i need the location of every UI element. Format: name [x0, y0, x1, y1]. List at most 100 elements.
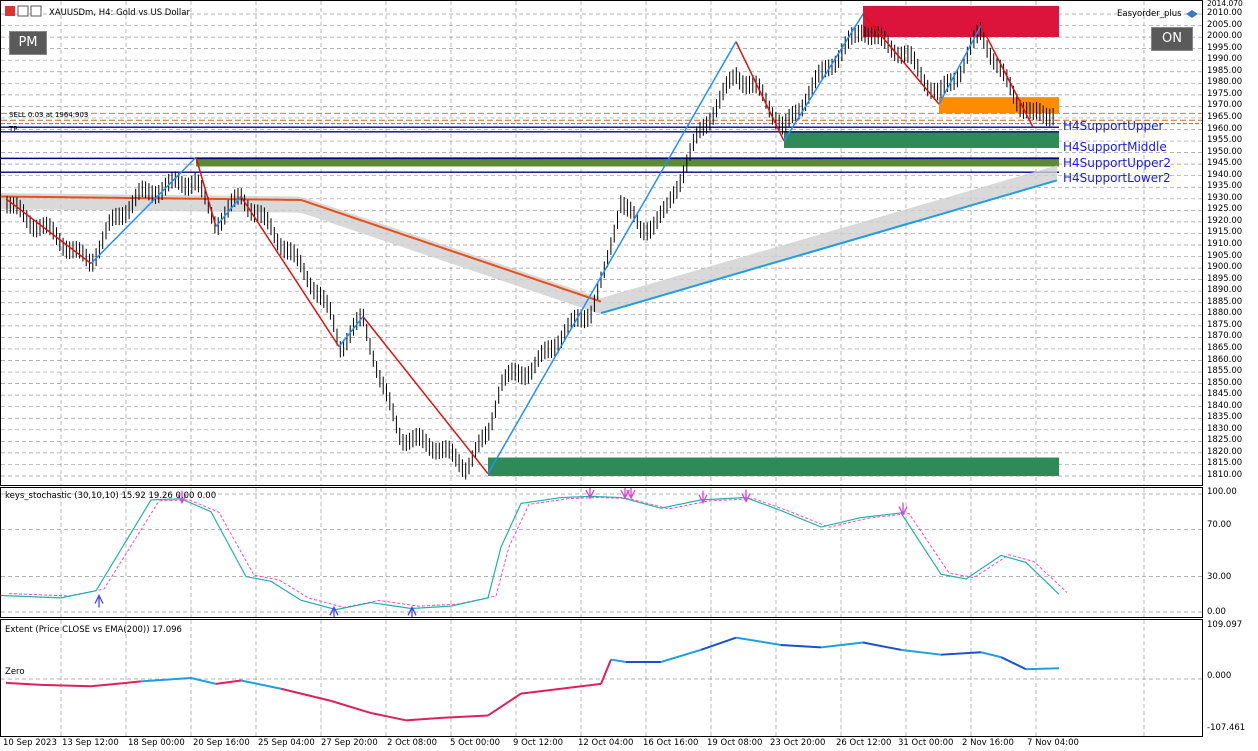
extent-chart — [1, 620, 1202, 736]
ea-name-label: Easyorder_plus — [1117, 9, 1182, 19]
price-tick: 1935.00 — [1207, 181, 1243, 192]
price-tick: 1845.00 — [1207, 389, 1243, 400]
price-tick: 1895.00 — [1207, 273, 1243, 284]
price-tick: 1920.00 — [1207, 215, 1243, 226]
zigzag-up-leg — [487, 41, 737, 475]
stoch-main-line — [1, 495, 1060, 611]
extent-segment — [405, 716, 442, 722]
order-line-label[interactable]: SELL 0.03 at 1964.903 — [9, 111, 89, 119]
main-chart-pane[interactable]: XAUUSDm, H4: Gold vs US Dollar Easyorder… — [0, 0, 1203, 486]
time-axis: 10 Sep 2023 13 Sep 12:00 18 Sep 00:00 20 Se… — [0, 737, 1203, 751]
extent-segment — [820, 641, 864, 649]
ema-blue-line — [600, 179, 1058, 315]
buy-arrow — [407, 605, 417, 617]
extent-segment — [240, 679, 282, 690]
extent-segment — [940, 651, 982, 656]
stochastic-pane[interactable]: keys_stochastic (30,10,10) 15.92 19.26 0… — [0, 487, 1203, 618]
price-tick: 1980.00 — [1207, 77, 1243, 88]
sell-arrow — [698, 490, 708, 505]
time-tick: 16 Oct 16:00 — [643, 738, 699, 748]
demand-zone-middle — [784, 131, 1059, 148]
time-tick: 2 Nov 16:00 — [962, 738, 1014, 748]
extent-segment — [280, 687, 332, 702]
price-tick: 1940.00 — [1207, 169, 1243, 180]
extent-pane[interactable]: Extent (Price CLOSE vs EMA(200)) 17.096 … — [0, 619, 1203, 737]
price-tick: 1875.00 — [1207, 319, 1243, 330]
extent-segment — [215, 679, 242, 685]
stoch-signal-line — [8, 496, 1068, 608]
time-tick: 25 Sep 04:00 — [258, 738, 315, 748]
extent-segment — [560, 682, 602, 690]
price-tick: 1955.00 — [1207, 135, 1243, 146]
price-tick: 1840.00 — [1207, 400, 1243, 411]
price-tick: 1865.00 — [1207, 342, 1243, 353]
stochastic-chart — [1, 488, 1202, 617]
zigzag-up-leg — [783, 13, 864, 142]
extent-segment — [780, 643, 822, 649]
price-tick: 2000.00 — [1207, 31, 1243, 42]
zigzag-down-leg — [5, 198, 92, 265]
sell-arrow — [626, 488, 636, 500]
price-tick: 1815.00 — [1207, 458, 1243, 469]
extent-tick: 0.000 — [1207, 671, 1232, 681]
time-tick: 23 Oct 20:00 — [770, 738, 826, 748]
extent-segment — [660, 648, 702, 663]
time-tick: 12 Oct 04:00 — [578, 738, 634, 748]
price-tick: 2005.00 — [1207, 19, 1243, 30]
zigzag-down-leg — [980, 25, 1034, 128]
stoch-tick: 100.00 — [1207, 487, 1237, 497]
zero-label: Zero — [5, 667, 25, 677]
price-tick: 1825.00 — [1207, 435, 1243, 446]
extent-segment — [40, 683, 92, 688]
price-tick: 1900.00 — [1207, 262, 1243, 273]
extent-segment — [330, 699, 372, 714]
price-tick: 1915.00 — [1207, 227, 1243, 238]
extent-segment — [700, 636, 737, 651]
sell-arrow — [585, 488, 595, 500]
extent-segment — [140, 677, 192, 683]
extent-segment — [1000, 656, 1027, 671]
on-button[interactable]: ON — [1151, 27, 1193, 51]
price-tick: 1810.00 — [1207, 470, 1243, 480]
extent-segment — [735, 636, 782, 646]
price-tick: 1860.00 — [1207, 354, 1243, 365]
stochastic-axis: 100.00 70.00 30.00 0.00 — [1203, 487, 1258, 618]
time-tick: 19 Oct 08:00 — [707, 738, 763, 748]
menu-icon[interactable] — [5, 5, 45, 20]
time-tick: 10 Sep 2023 — [3, 738, 57, 748]
sell-arrow — [898, 502, 908, 516]
zigzag-up-leg — [215, 196, 242, 227]
extent-segment — [5, 681, 42, 686]
time-tick: 27 Sep 20:00 — [321, 738, 378, 748]
pm-button[interactable]: PM — [9, 31, 47, 55]
time-tick: 2 Oct 08:00 — [387, 738, 438, 748]
extent-segment — [370, 712, 407, 722]
tp-label[interactable]: TP — [9, 125, 18, 133]
price-tick: 1885.00 — [1207, 296, 1243, 307]
time-tick: 31 Oct 00:00 — [898, 738, 954, 748]
extent-segment — [862, 641, 902, 651]
zigzag-down-leg — [862, 13, 940, 105]
extent-tick: -107.461 — [1207, 723, 1246, 733]
order-zone — [939, 97, 1059, 114]
sell-arrow — [177, 490, 187, 505]
price-tick: 1925.00 — [1207, 204, 1243, 215]
zigzag-up-leg — [90, 156, 197, 265]
price-axis[interactable]: 2014.070 2010.00 2005.00 2000.00 1995.00 1990… — [1203, 0, 1258, 486]
extent-segment — [487, 692, 522, 717]
price-tick: 1910.00 — [1207, 239, 1243, 249]
supply-zone — [863, 5, 1059, 38]
price-tick: 1890.00 — [1207, 285, 1243, 296]
extent-axis: 109.097 0.000 -107.461 — [1203, 619, 1258, 737]
price-tick: 1970.00 — [1207, 100, 1243, 111]
extent-segment — [610, 658, 627, 663]
price-tick: 1985.00 — [1207, 65, 1243, 76]
zigzag-down-leg — [240, 196, 340, 348]
extent-segment — [1025, 667, 1060, 671]
support-label-upper: H4SupportUpper — [1063, 119, 1164, 133]
price-tick: 1950.00 — [1207, 146, 1243, 157]
buy-arrow — [329, 605, 339, 617]
stochastic-title: keys_stochastic (30,10,10) 15.92 19.26 0… — [5, 491, 217, 501]
price-chart — [1, 1, 1202, 485]
zigzag-up-leg — [338, 316, 364, 348]
